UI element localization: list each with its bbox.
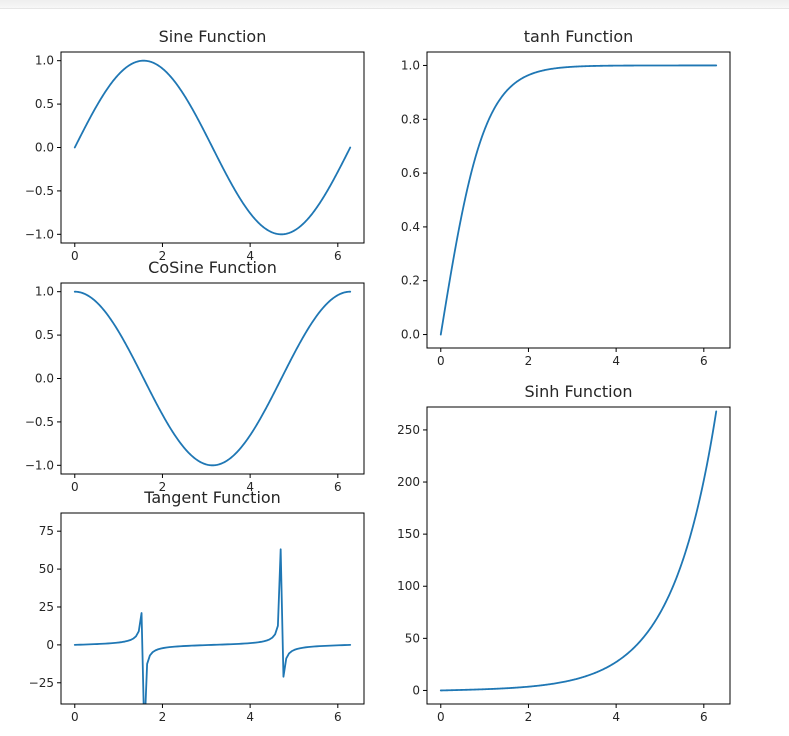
tangent-ytick-label: 75 bbox=[39, 524, 54, 538]
cosine-xtick-label: 4 bbox=[246, 480, 254, 494]
tanh-xtick-label: 6 bbox=[700, 354, 708, 368]
tangent-ytick-label: 0 bbox=[46, 638, 54, 652]
sinh-xtick-label: 4 bbox=[612, 710, 620, 724]
cosine-ytick-label: 0.0 bbox=[35, 372, 54, 386]
tanh-xtick-label: 0 bbox=[437, 354, 445, 368]
sine-xtick-label: 4 bbox=[246, 249, 254, 263]
sine-ytick-label: 0.0 bbox=[35, 141, 54, 155]
cosine-xtick-label: 6 bbox=[334, 480, 342, 494]
tanh-ytick-label: 0.0 bbox=[401, 328, 420, 342]
cosine-xtick-label: 2 bbox=[159, 480, 167, 494]
tangent-ytick-label: −25 bbox=[29, 676, 54, 690]
tanh-ytick-label: 0.8 bbox=[401, 112, 420, 126]
tangent-ytick-label: 25 bbox=[39, 600, 54, 614]
sinh-ytick-label: 150 bbox=[397, 527, 420, 541]
sinh-xtick-label: 6 bbox=[700, 710, 708, 724]
tanh-ytick-label: 0.2 bbox=[401, 274, 420, 288]
tangent-chart-title: Tangent Function bbox=[143, 488, 281, 507]
sine-subplot: 0 2 4 6 1.0 0.5 0.0 −0.5 −1.0 Sine Function bbox=[25, 27, 365, 263]
sine-chart-title: Sine Function bbox=[159, 27, 267, 46]
tanh-chart-title: tanh Function bbox=[524, 27, 634, 46]
sinh-ytick-label: 50 bbox=[405, 631, 420, 645]
cosine-ytick-label: 0.5 bbox=[35, 328, 54, 342]
tanh-ytick-label: 0.4 bbox=[401, 220, 420, 234]
sine-ytick-label: 0.5 bbox=[35, 97, 54, 111]
sine-ytick-label: 1.0 bbox=[35, 54, 54, 68]
tangent-subplot: 0 2 4 6 75 50 25 0 −25 Tangent Function bbox=[29, 488, 365, 724]
tanh-axes-frame bbox=[426, 51, 731, 349]
sinh-ytick-label: 100 bbox=[397, 579, 420, 593]
tanh-xtick-label: 2 bbox=[525, 354, 533, 368]
tangent-axes-frame bbox=[60, 512, 365, 705]
notebook-toolbar-strip bbox=[0, 0, 789, 9]
sinh-subplot: 0 2 4 6 250 200 150 100 50 0 Sinh Function bbox=[397, 382, 731, 724]
tangent-xtick-label: 6 bbox=[334, 710, 342, 724]
sine-ytick-label: −0.5 bbox=[25, 184, 54, 198]
cosine-chart-title: CoSine Function bbox=[148, 258, 277, 277]
tangent-ytick-label: 50 bbox=[39, 562, 54, 576]
cosine-ytick-label: 1.0 bbox=[35, 285, 54, 299]
tangent-series-line bbox=[73, 548, 352, 704]
cosine-axes-frame bbox=[60, 282, 365, 475]
sine-ytick-label: −1.0 bbox=[25, 227, 54, 241]
sinh-chart-title: Sinh Function bbox=[524, 382, 632, 401]
tanh-ytick-label: 0.6 bbox=[401, 166, 420, 180]
cosine-xtick-label: 0 bbox=[71, 480, 79, 494]
tanh-ytick-label: 1.0 bbox=[401, 58, 420, 72]
sinh-axes-frame bbox=[426, 406, 731, 705]
sinh-ytick-label: 0 bbox=[412, 683, 420, 697]
sine-xtick-label: 0 bbox=[71, 249, 79, 263]
sinh-xtick-label: 2 bbox=[525, 710, 533, 724]
tangent-xtick-label: 4 bbox=[246, 710, 254, 724]
cosine-series-line bbox=[73, 290, 352, 467]
cosine-ytick-label: −0.5 bbox=[25, 415, 54, 429]
tangent-xtick-label: 0 bbox=[71, 710, 79, 724]
tanh-subplot: 0 2 4 6 1.0 0.8 0.6 0.4 0.2 0.0 tanh Function bbox=[401, 27, 731, 368]
sine-xtick-label: 6 bbox=[334, 249, 342, 263]
sinh-ytick-label: 250 bbox=[397, 423, 420, 437]
sinh-series-line bbox=[439, 410, 718, 692]
cosine-subplot: 0 2 4 6 1.0 0.5 0.0 −0.5 −1.0 CoSine Function bbox=[25, 258, 365, 494]
sine-xtick-label: 2 bbox=[159, 249, 167, 263]
tangent-xtick-label: 2 bbox=[159, 710, 167, 724]
sinh-ytick-label: 200 bbox=[397, 475, 420, 489]
sine-series-line bbox=[73, 59, 352, 236]
tanh-series-line bbox=[439, 64, 718, 336]
sinh-xtick-label: 0 bbox=[437, 710, 445, 724]
cosine-ytick-label: −1.0 bbox=[25, 458, 54, 472]
tanh-xtick-label: 4 bbox=[612, 354, 620, 368]
